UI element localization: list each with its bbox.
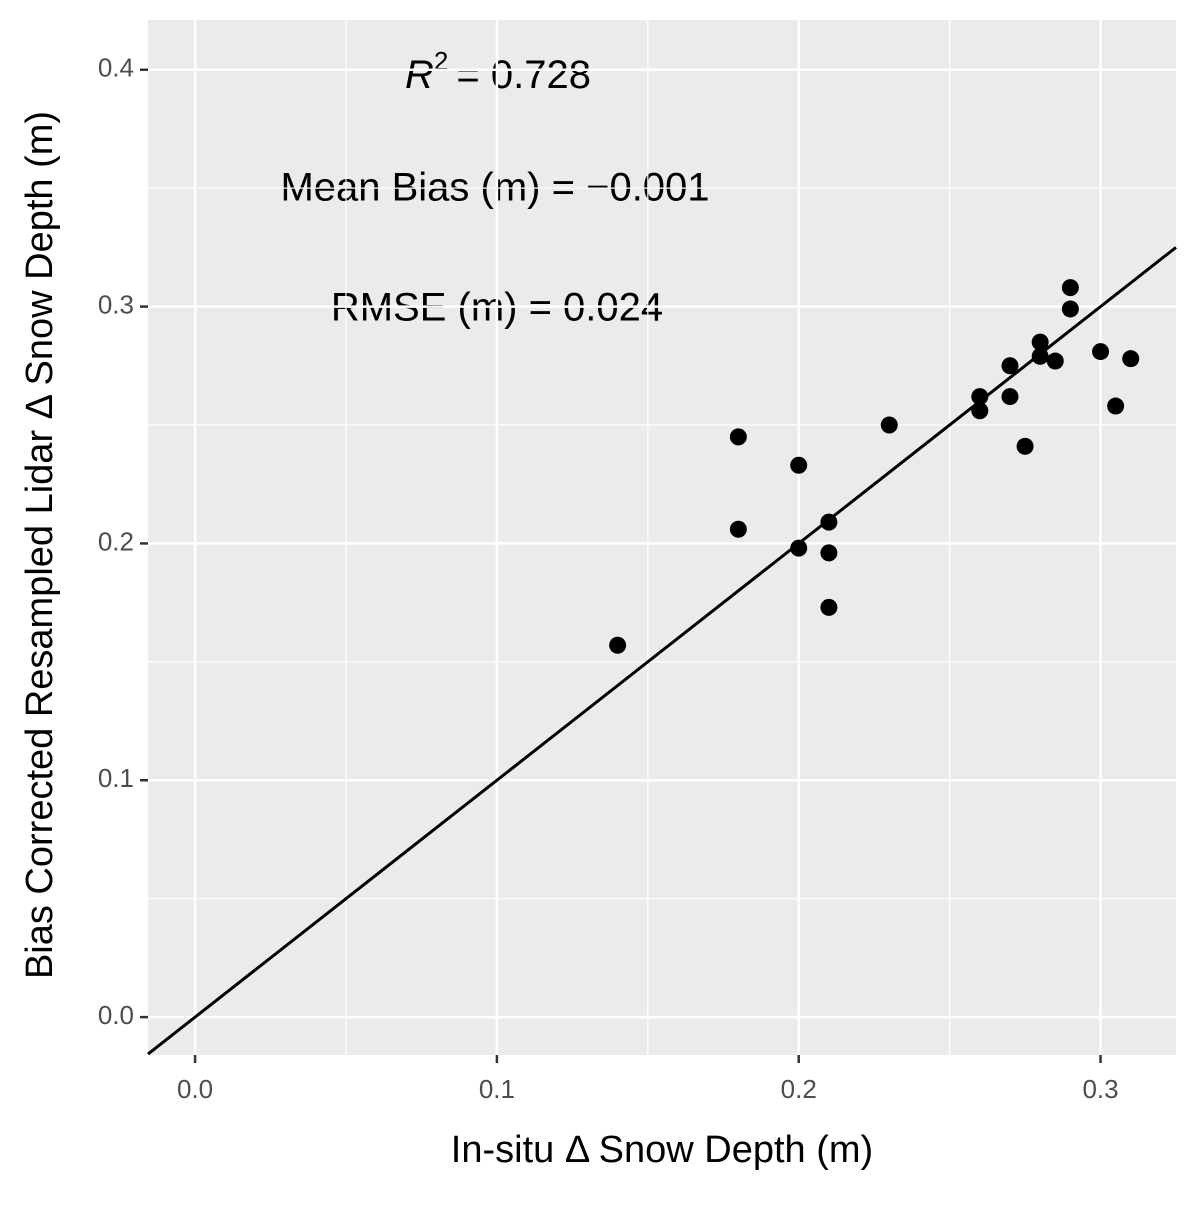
point (820, 513, 838, 531)
point (1031, 347, 1049, 365)
reference-line (147, 246, 1177, 1056)
point (1122, 350, 1140, 368)
point (1061, 300, 1079, 318)
point (880, 416, 898, 434)
point (1001, 357, 1019, 375)
point (609, 636, 627, 654)
point (971, 388, 989, 406)
point (1031, 333, 1049, 351)
point (820, 544, 838, 562)
y-axis-title: Bias Corrected Resampled Lidar Δ Snow De… (19, 111, 61, 979)
y-tick-label: 0.3 (98, 289, 134, 319)
y-tick-label: 0.0 (98, 1000, 134, 1030)
marks (147, 246, 1177, 1056)
grid (148, 20, 1176, 1055)
point (1092, 343, 1110, 361)
point (1001, 388, 1019, 406)
r2-superscript: 2 (434, 46, 448, 76)
r2-symbol: R (405, 53, 434, 97)
point (1061, 279, 1079, 297)
x-tick-label: 0.2 (781, 1074, 817, 1104)
plot-panel (148, 20, 1176, 1055)
point (790, 539, 808, 557)
point (790, 456, 808, 474)
x-tick-label: 0.0 (177, 1074, 213, 1104)
point (1107, 397, 1125, 415)
x-axis-title: In-situ Δ Snow Depth (m) (451, 1129, 873, 1171)
y-tick-label: 0.1 (98, 763, 134, 793)
point (820, 598, 838, 616)
y-tick-label: 0.2 (98, 526, 134, 556)
x-tick-label: 0.1 (479, 1074, 515, 1104)
point (971, 402, 989, 420)
x-tick-label: 0.3 (1082, 1074, 1118, 1104)
point (729, 520, 747, 538)
point (1016, 437, 1034, 455)
y-tick-label: 0.4 (98, 53, 134, 83)
point (729, 428, 747, 446)
r2-annotation: R2 = 0.728 (405, 46, 591, 97)
point (1046, 352, 1064, 370)
r2-text: = 0.728 (456, 53, 591, 97)
